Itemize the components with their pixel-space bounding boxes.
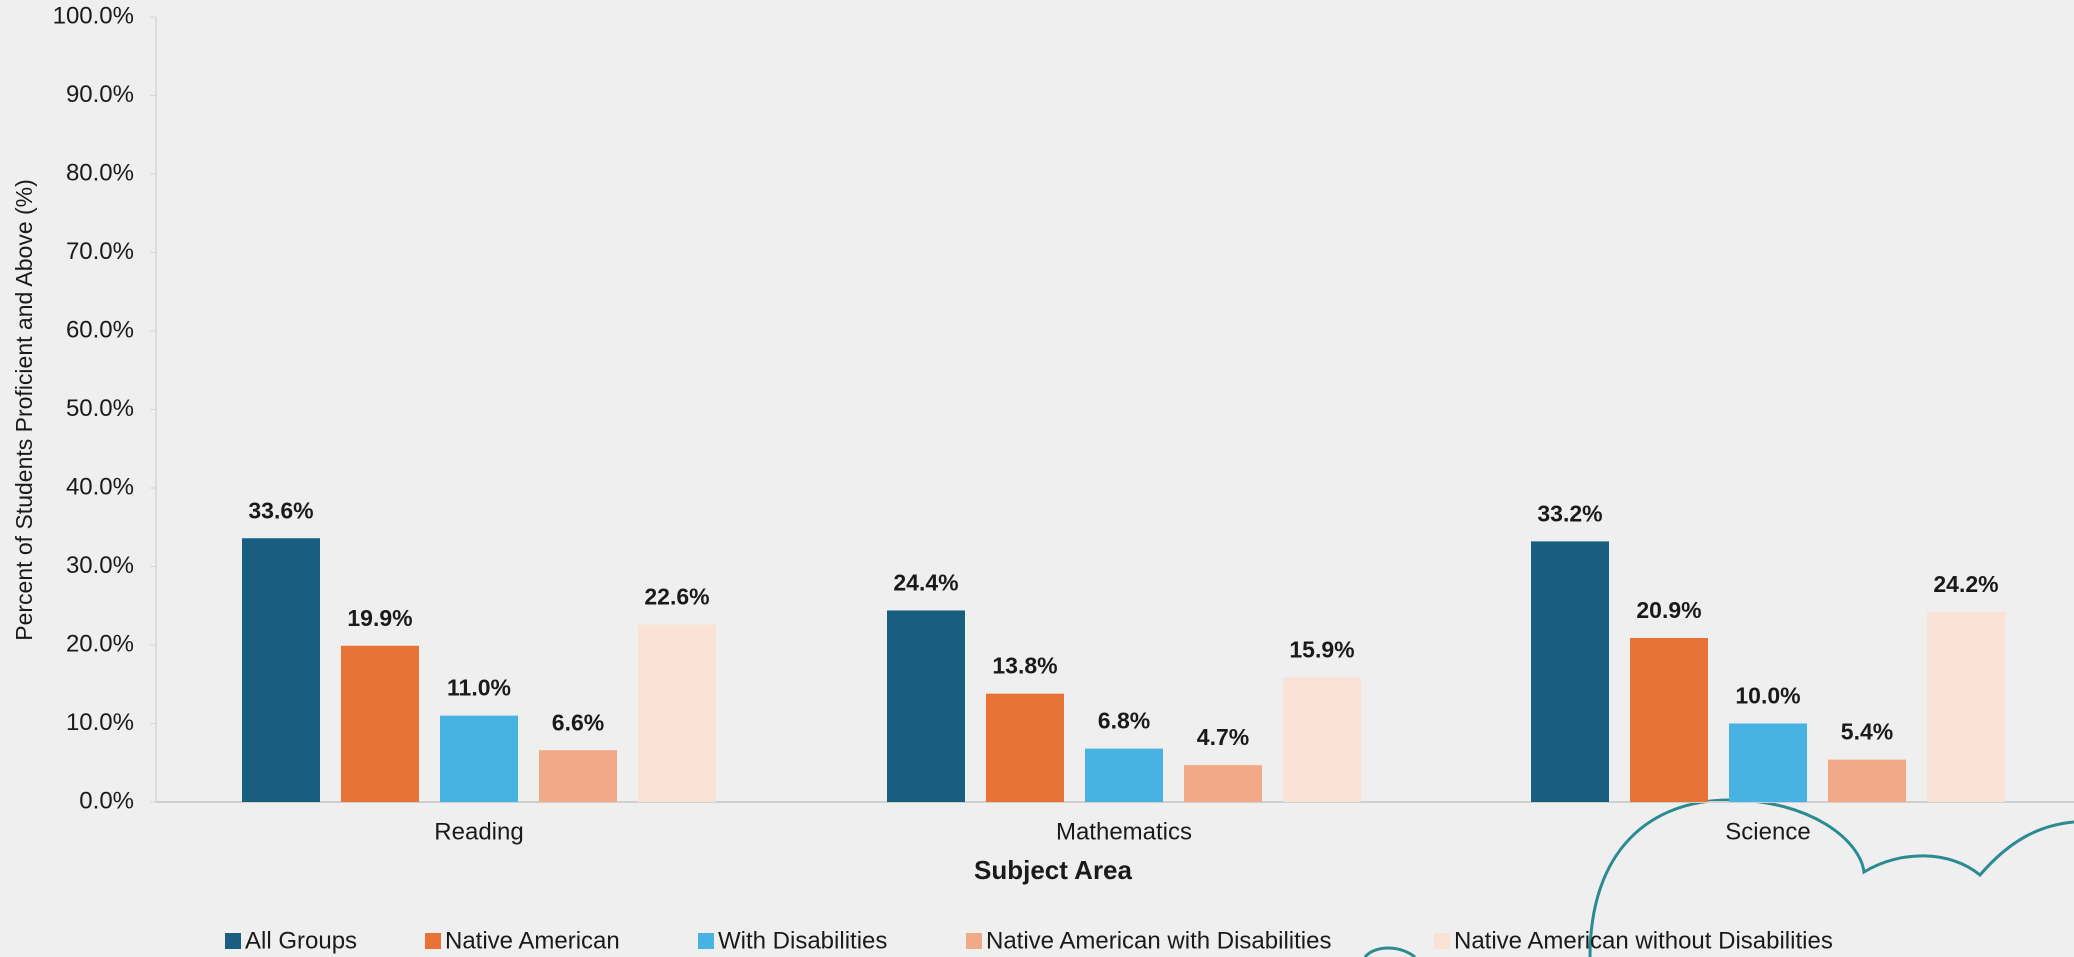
y-tick-label: 20.0% [66, 630, 134, 657]
data-label: 6.6% [552, 709, 604, 735]
bar [1729, 723, 1807, 802]
data-label: 24.2% [1933, 571, 1998, 597]
bar [986, 693, 1064, 802]
y-axis-title: Percent of Students Proficient and Above… [11, 179, 37, 641]
y-tick-label: 60.0% [66, 316, 134, 343]
data-label: 19.9% [347, 605, 412, 631]
y-tick-label: 50.0% [66, 395, 134, 422]
y-tick-label: 10.0% [66, 709, 134, 736]
bar [341, 645, 419, 802]
bar [1828, 759, 1906, 802]
data-label: 6.8% [1098, 708, 1150, 734]
data-label: 11.0% [447, 675, 511, 701]
y-tick-label: 30.0% [66, 552, 134, 579]
bar [887, 610, 965, 802]
legend-label: Native American with Disabilities [986, 927, 1331, 954]
data-label: 10.0% [1735, 683, 1800, 709]
y-tick-label: 70.0% [66, 238, 134, 265]
legend-swatch [966, 933, 982, 949]
y-tick-label: 0.0% [79, 787, 134, 814]
y-tick-label: 80.0% [66, 159, 134, 186]
bar [1283, 677, 1361, 802]
legend-label: Native American [445, 927, 620, 954]
data-label: 13.8% [992, 653, 1057, 679]
x-axis-title: Subject Area [974, 855, 1133, 885]
data-label: 22.6% [644, 584, 709, 610]
bar [1531, 541, 1609, 802]
legend-swatch [1434, 933, 1450, 949]
legend-swatch [225, 933, 241, 949]
legend-swatch [425, 933, 441, 949]
bar [1085, 748, 1163, 802]
data-label: 33.2% [1537, 500, 1602, 526]
bar [242, 538, 320, 802]
data-label: 5.4% [1841, 719, 1893, 745]
decoration [1363, 798, 2074, 957]
data-label: 20.9% [1636, 597, 1701, 623]
legend-swatch [698, 933, 714, 949]
x-tick-label: Science [1725, 818, 1810, 845]
data-label: 24.4% [893, 570, 958, 596]
data-label: 4.7% [1197, 724, 1249, 750]
bar [440, 715, 518, 802]
legend-label: With Disabilities [718, 927, 887, 954]
data-label: 33.6% [248, 497, 313, 523]
x-tick-label: Mathematics [1056, 818, 1192, 845]
data-label: 15.9% [1289, 636, 1354, 662]
bar [638, 624, 716, 802]
legend-label: All Groups [245, 927, 357, 954]
y-tick-label: 90.0% [66, 81, 134, 108]
x-tick-label: Reading [434, 818, 523, 845]
bar [1184, 765, 1262, 802]
bar [539, 750, 617, 802]
bar [1927, 612, 2005, 802]
y-tick-label: 40.0% [66, 473, 134, 500]
bar [1630, 637, 1708, 802]
y-tick-label: 100.0% [53, 2, 134, 29]
legend-label: Native American without Disabilities [1454, 927, 1833, 954]
